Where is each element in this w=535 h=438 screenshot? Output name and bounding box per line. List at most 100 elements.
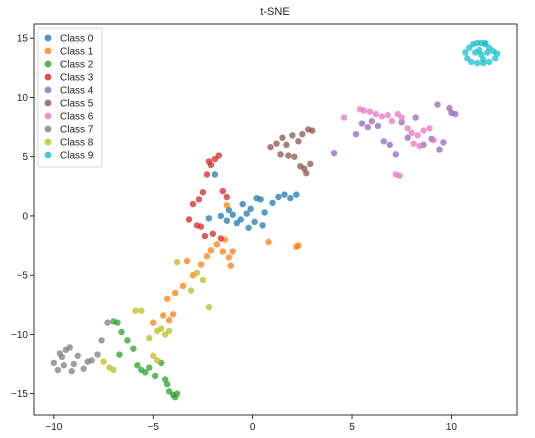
point-class-3 <box>189 200 197 208</box>
legend-marker-class-1 <box>44 47 52 55</box>
point-class-3 <box>205 158 213 165</box>
point-class-6 <box>378 113 386 120</box>
point-class-6 <box>426 125 433 132</box>
point-class-4 <box>434 101 441 108</box>
point-class-1 <box>225 254 232 261</box>
point-class-3 <box>215 152 223 159</box>
legend-marker-class-9 <box>44 151 52 159</box>
y-tick-label: −15 <box>11 389 28 400</box>
point-class-5 <box>277 151 284 158</box>
point-class-5 <box>279 134 286 141</box>
point-class-4 <box>392 151 399 158</box>
x-tick-label: 5 <box>349 422 355 433</box>
point-class-0 <box>239 200 246 208</box>
point-class-1 <box>213 241 221 248</box>
point-class-2 <box>173 390 181 397</box>
chart-title: t-SNE <box>260 6 289 18</box>
point-class-8 <box>205 303 213 311</box>
legend-marker-class-7 <box>44 125 52 133</box>
y-tick-label: 5 <box>22 152 28 163</box>
point-class-4 <box>448 109 455 117</box>
point-class-0 <box>261 209 268 216</box>
point-class-2 <box>116 351 123 358</box>
point-class-0 <box>281 191 288 198</box>
legend: Class 0 Class 1 Class 2 Class 3 Class 4 Class… <box>37 27 103 168</box>
point-class-2 <box>142 369 149 376</box>
y-tick-label: 0 <box>22 211 28 222</box>
point-class-0 <box>229 211 236 218</box>
point-class-1 <box>265 238 272 246</box>
point-class-0 <box>287 194 294 202</box>
point-class-0 <box>251 218 258 226</box>
point-class-8 <box>110 366 117 374</box>
legend-label-class-4: Class 4 <box>60 86 94 97</box>
point-class-1 <box>171 289 179 297</box>
y-tick-label: −10 <box>11 330 28 341</box>
point-class-1 <box>197 261 205 268</box>
legend-label-class-3: Class 3 <box>60 73 94 84</box>
y-tick-label: 10 <box>17 93 29 104</box>
point-class-0 <box>245 224 252 231</box>
point-class-6 <box>340 114 348 121</box>
legend-label-class-8: Class 8 <box>60 138 94 149</box>
point-class-4 <box>380 138 388 145</box>
point-class-8 <box>193 269 201 277</box>
point-class-5 <box>291 153 298 160</box>
legend-marker-class-6 <box>44 112 52 120</box>
point-class-9 <box>464 55 471 62</box>
x-tick-label: 0 <box>250 422 256 433</box>
point-class-9 <box>491 55 499 62</box>
point-class-1 <box>150 319 157 326</box>
point-class-7 <box>60 362 68 369</box>
y-tick-label: −5 <box>17 271 29 282</box>
point-class-0 <box>257 196 264 203</box>
x-tick-label: 10 <box>446 422 458 433</box>
legend-marker-class-4 <box>44 86 52 94</box>
point-class-7 <box>50 359 58 367</box>
point-class-6 <box>366 108 374 115</box>
legend-label-class-7: Class 7 <box>60 125 94 136</box>
point-class-7 <box>84 358 91 365</box>
point-class-6 <box>404 125 411 132</box>
point-class-4 <box>358 120 366 127</box>
point-class-2 <box>134 362 141 369</box>
point-class-6 <box>372 110 380 118</box>
point-class-6 <box>416 142 423 150</box>
point-class-9 <box>485 58 493 66</box>
point-class-7 <box>80 365 87 372</box>
point-class-5 <box>289 132 296 139</box>
point-class-3 <box>209 230 217 237</box>
legend-marker-class-3 <box>44 73 52 81</box>
point-class-5 <box>309 127 316 134</box>
point-class-5 <box>295 138 302 145</box>
point-class-0 <box>205 215 213 222</box>
point-class-0 <box>259 222 266 229</box>
point-class-5 <box>285 152 292 159</box>
point-class-7 <box>70 360 77 368</box>
point-class-5 <box>273 140 280 147</box>
point-class-0 <box>217 212 225 220</box>
point-class-9 <box>476 46 483 54</box>
point-class-0 <box>211 171 219 178</box>
point-class-1 <box>207 247 215 254</box>
point-class-9 <box>483 49 491 56</box>
legend-marker-class-2 <box>44 60 52 68</box>
point-class-0 <box>223 217 231 224</box>
point-class-0 <box>237 216 244 223</box>
point-class-7 <box>54 366 62 374</box>
point-class-6 <box>408 129 415 137</box>
point-class-5 <box>307 160 314 168</box>
point-class-2 <box>130 345 137 352</box>
point-class-8 <box>165 327 173 335</box>
point-class-0 <box>293 191 300 198</box>
point-class-6 <box>430 136 437 144</box>
x-tick-label: −5 <box>148 422 160 433</box>
legend-label-class-9: Class 9 <box>60 151 94 162</box>
point-class-4 <box>364 123 372 131</box>
point-class-8 <box>158 325 165 332</box>
point-class-5 <box>299 130 306 138</box>
point-class-1 <box>159 312 167 319</box>
point-class-2 <box>124 337 131 344</box>
point-class-8 <box>138 307 145 314</box>
legend-label-class-1: Class 1 <box>60 47 94 58</box>
